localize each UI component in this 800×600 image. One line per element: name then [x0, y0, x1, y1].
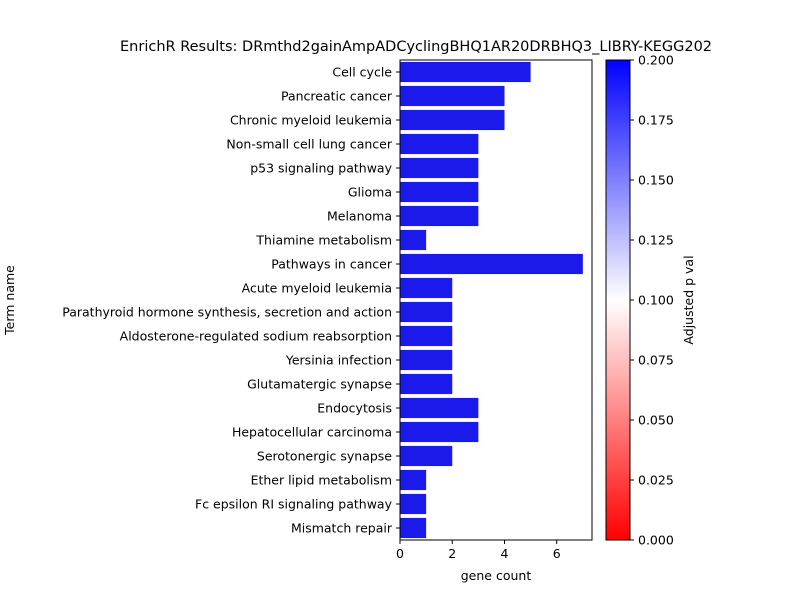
colorbar-tick-label: 0.175	[638, 113, 674, 128]
x-tick-labels: 0 2 4 6	[396, 540, 561, 561]
y-tick-label: Glutamatergic synapse	[247, 377, 392, 392]
colorbar-tick-label: 0.000	[638, 533, 674, 548]
y-tick-label: Pancreatic cancer	[281, 89, 393, 104]
y-axis-label: Term name	[2, 265, 17, 336]
bar-10	[400, 301, 453, 323]
chart-title: EnrichR Results: DRmthd2gainAmpADCycling…	[120, 39, 712, 55]
bar-11	[400, 325, 453, 347]
x-tick-label: 6	[553, 546, 561, 561]
y-tick-label: Serotonergic synapse	[257, 449, 392, 464]
y-tick-label: Parathyroid hormone synthesis, secretion…	[62, 305, 392, 320]
y-tick-label: p53 signaling pathway	[250, 161, 392, 176]
bar-15	[400, 421, 479, 443]
bar-2	[400, 109, 505, 131]
y-tick-label: Pathways in cancer	[271, 257, 393, 272]
y-tick-label: Hepatocellular carcinoma	[232, 425, 392, 440]
y-tick-label: Melanoma	[327, 209, 392, 224]
colorbar-tick-label: 0.100	[638, 293, 674, 308]
colorbar-tick-label: 0.200	[638, 53, 674, 68]
colorbar-tick-label: 0.025	[638, 473, 674, 488]
y-tick-label: Non-small cell lung cancer	[226, 137, 392, 152]
y-tick-label: Yersinia infection	[285, 353, 392, 368]
y-tick-label: Thiamine metabolism	[255, 233, 392, 248]
y-tick-label: Glioma	[348, 185, 392, 200]
colorbar-tick-label: 0.050	[638, 413, 674, 428]
bar-1	[400, 85, 505, 107]
colorbar-tick-label: 0.125	[638, 233, 674, 248]
bar-4	[400, 157, 479, 179]
y-tick-label: Chronic myeloid leukemia	[230, 113, 392, 128]
bar-19	[400, 517, 427, 539]
y-tick-label: Fc epsilon RI signaling pathway	[195, 497, 393, 512]
y-tick-label: Aldosterone-regulated sodium reabsorptio…	[120, 329, 392, 344]
bar-9	[400, 277, 453, 299]
bar-0	[400, 61, 531, 83]
bar-13	[400, 373, 453, 395]
bar-16	[400, 445, 453, 467]
bar-7	[400, 229, 427, 251]
bar-8	[400, 253, 583, 275]
bar-3	[400, 133, 479, 155]
bar-17	[400, 469, 427, 491]
bar-6	[400, 205, 479, 227]
colorbar-tick-label: 0.075	[638, 353, 674, 368]
colorbar-tick-label: 0.150	[638, 173, 674, 188]
bar-5	[400, 181, 479, 203]
bar-18	[400, 493, 427, 515]
x-tick-label: 2	[448, 546, 456, 561]
x-axis-label: gene count	[461, 568, 532, 583]
bar-12	[400, 349, 453, 371]
colorbar	[605, 59, 631, 541]
colorbar-tick-labels: 0.000 0.025 0.050 0.075 0.100 0.125 0.150 0.175…	[630, 53, 674, 548]
y-tick-labels: Cell cycle Pancreatic cancer Chronic myelo…	[62, 65, 400, 536]
bar-14	[400, 397, 479, 419]
y-tick-label: Cell cycle	[332, 65, 392, 80]
y-tick-label: Endocytosis	[317, 401, 392, 416]
x-tick-label: 4	[501, 546, 509, 561]
y-tick-label: Acute myeloid leukemia	[242, 281, 392, 296]
x-tick-label: 0	[396, 546, 404, 561]
y-tick-label: Mismatch repair	[291, 521, 393, 536]
plot-frame	[399, 59, 593, 541]
y-tick-label: Ether lipid metabolism	[251, 473, 392, 488]
bars-group	[400, 61, 583, 539]
colorbar-label: Adjusted p val	[681, 255, 696, 344]
